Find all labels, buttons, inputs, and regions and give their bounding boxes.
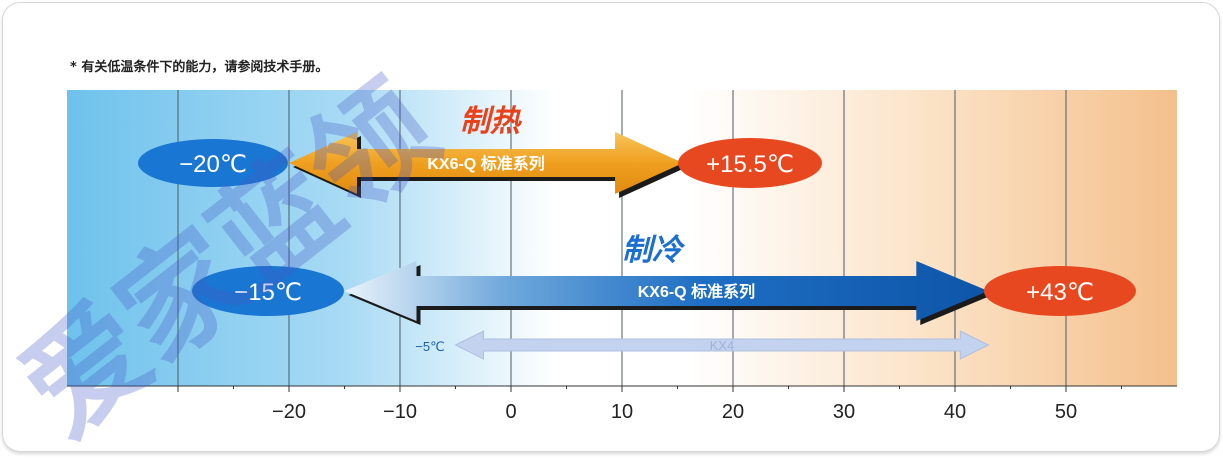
heating-max-label: +15.5℃ — [706, 151, 794, 178]
tick-label: 40 — [944, 401, 966, 423]
tick-label: 30 — [833, 401, 855, 423]
heating-title: 制热 — [460, 105, 523, 138]
tick-label: 20 — [722, 401, 744, 423]
range-labels: 制热 KX6-Q 标准系列 −20℃ +15.5℃ 制冷 KX6-Q 标准系列 −15℃ +4… — [138, 105, 1136, 354]
tick-label: −10 — [383, 401, 417, 423]
grid-lines — [177, 90, 1067, 386]
cooling-max-label: +43℃ — [1026, 279, 1094, 306]
x-axis: −20 −10 0 10 20 30 40 50 — [67, 385, 1177, 423]
tick-label: −20 — [272, 401, 306, 423]
footnote: * 有关低温条件下的能力，请参阅技术手册。 — [70, 60, 329, 75]
heating-series-label: KX6-Q 标准系列 — [427, 154, 544, 173]
cooling-min-label: −15℃ — [234, 279, 302, 306]
cooling-arrow — [344, 261, 989, 321]
cooling-max-oval — [984, 266, 1136, 316]
range-arrows — [289, 132, 993, 360]
tick-label: 10 — [611, 401, 633, 423]
cooling-min-oval — [192, 266, 344, 316]
heating-min-oval — [138, 139, 288, 187]
tick-label: 0 — [505, 401, 516, 423]
tick-label: 50 — [1055, 401, 1077, 423]
cooling-series-label: KX6-Q 标准系列 — [638, 282, 755, 301]
kx4-min-label: −5℃ — [415, 339, 444, 354]
heating-min-label: −20℃ — [179, 151, 247, 178]
kx4-arrow — [454, 330, 990, 360]
kx4-label: KX4 — [710, 338, 735, 353]
heating-max-oval — [678, 138, 822, 188]
cooling-title: 制冷 — [622, 234, 686, 267]
temperature-range-diagram: −20 −10 0 10 20 30 40 50 制热 KX6-Q 标准系列 −20℃ +15.5℃… — [67, 90, 1177, 423]
heating-arrow — [289, 132, 684, 194]
